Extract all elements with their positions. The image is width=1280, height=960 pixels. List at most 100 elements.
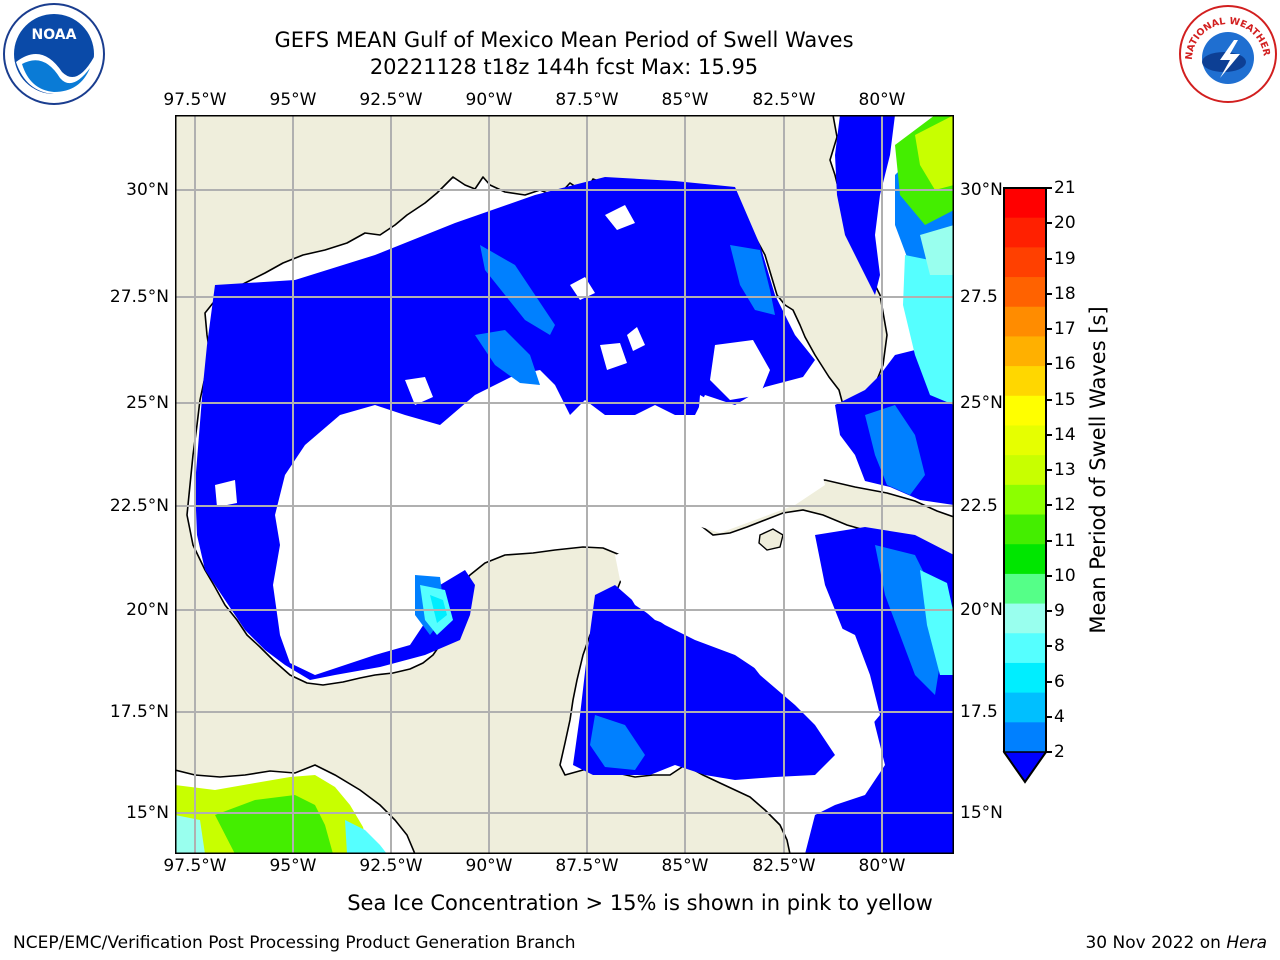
colorbar-band (1004, 544, 1046, 575)
lat-tick-left: 27.5°N (109, 287, 169, 307)
map-frame (175, 115, 954, 854)
lat-tick-left: 30°N (126, 180, 169, 200)
colorbar-tick-label: 12 (1054, 495, 1076, 516)
colorbar-tick-mark (1046, 222, 1052, 225)
colorbar-tick-mark (1046, 645, 1052, 648)
colorbar-band (1004, 217, 1046, 248)
colorbar-band (1004, 395, 1046, 426)
colorbar-tick-label: 19 (1054, 248, 1076, 269)
lon-tick-bottom: 90°W (465, 856, 513, 876)
lon-tick-bottom: 97.5°W (163, 856, 227, 876)
colorbar-tick-mark (1046, 328, 1052, 330)
colorbar-tick-label: 11 (1054, 530, 1076, 551)
colorbar-band (1004, 603, 1046, 634)
lon-tick-bottom: 85°W (661, 856, 709, 876)
colorbar-band (1004, 306, 1046, 337)
colorbar-band (1004, 188, 1046, 219)
land-isle-of-youth (758, 528, 784, 551)
colorbar-band (1004, 633, 1046, 664)
lon-tick-top: 97.5°W (163, 90, 227, 110)
lat-tick-right: 15°N (960, 803, 1003, 823)
colorbar-band (1004, 484, 1046, 516)
map-gridlines (175, 115, 954, 854)
colorbar-tick-label: 20 (1054, 213, 1076, 234)
colorbar-tick-label: 15 (1054, 389, 1076, 410)
colorbar-tick-mark (1046, 680, 1052, 683)
colorbar-band (1004, 573, 1046, 605)
colorbar-band (1004, 455, 1046, 486)
footer-date: 30 Nov 2022 on Hera (1085, 933, 1267, 953)
colorbar-tick-label: 16 (1054, 354, 1076, 375)
nws-logo: NATIONAL WEATHER SERVICE (1172, 0, 1280, 106)
colorbar-tick-label: 18 (1054, 283, 1076, 304)
lon-tick-top: 92.5°W (359, 90, 423, 110)
swell-gaps (215, 205, 880, 745)
colorbar-tick-label: 8 (1054, 636, 1065, 657)
colorbar-band (1004, 277, 1046, 308)
colorbar-tick-label: 6 (1054, 671, 1065, 692)
colorbar-tick-mark (1046, 187, 1052, 189)
colorbar-tick-mark (1046, 610, 1052, 612)
colorbar-frame (1003, 187, 1047, 784)
colorbar-tick-mark (1046, 363, 1052, 366)
lat-tick-left: 22.5°N (109, 496, 169, 516)
lon-tick-top: 95°W (269, 90, 317, 110)
lat-tick-right: 17.5 (960, 702, 998, 722)
lat-tick-left: 15°N (126, 803, 169, 823)
colorbar-tick-mark (1046, 574, 1052, 577)
lat-tick-right: 20°N (960, 600, 1003, 620)
lat-tick-right: 25°N (960, 393, 1003, 413)
colorbar-extend-arrow (1002, 751, 1048, 784)
colorbar-tick-label: 4 (1054, 706, 1065, 727)
colorbar-tick-label: 2 (1054, 742, 1065, 762)
lat-tick-right: 22.5 (960, 496, 998, 516)
footer-branch: NCEP/EMC/Verification Post Processing Pr… (13, 933, 576, 953)
map-subtitle: 20221128 t18z 144h fcst Max: 15.95 (369, 55, 759, 79)
noaa-logo-text: NOAA (32, 27, 77, 43)
lon-tick-top: 85°W (661, 90, 709, 110)
lat-tick-left: 17.5°N (109, 702, 169, 722)
lon-tick-bottom: 82.5°W (752, 856, 816, 876)
colorbar-tick-mark (1046, 292, 1052, 295)
colorbar (1000, 185, 1050, 785)
colorbar-tick-label: 13 (1054, 460, 1076, 480)
lon-tick-bottom: 92.5°W (359, 856, 423, 876)
colorbar-band (1004, 336, 1046, 367)
colorbar-band (1004, 722, 1046, 753)
lon-tick-bottom: 87.5°W (555, 856, 619, 876)
colorbar-tick-label: 17 (1054, 319, 1076, 339)
sea-ice-note: Sea Ice Concentration > 15% is shown in … (0, 891, 1280, 915)
colorbar-tick-label: 14 (1054, 424, 1076, 445)
map-title: GEFS MEAN Gulf of Mexico Mean Period of … (274, 28, 854, 52)
footer-date-text: 30 Nov 2022 on (1085, 933, 1227, 953)
lon-tick-bottom: 80°W (858, 856, 906, 876)
colorbar-tick-mark (1046, 469, 1052, 471)
lon-tick-top: 80°W (858, 90, 906, 110)
lon-tick-top: 90°W (465, 90, 513, 110)
lon-tick-bottom: 95°W (269, 856, 317, 876)
colorbar-tick-mark (1046, 539, 1052, 542)
lon-tick-top: 82.5°W (752, 90, 816, 110)
lat-tick-right: 30°N (960, 180, 1003, 200)
colorbar-tick-label: 21 (1054, 178, 1076, 198)
colorbar-label: Mean Period of Swell Waves [s] (1086, 306, 1110, 634)
colorbar-tick-mark (1046, 504, 1052, 507)
lat-tick-right: 27.5 (960, 287, 998, 307)
colorbar-band (1004, 514, 1046, 545)
colorbar-tick-mark (1046, 257, 1052, 260)
colorbar-band (1004, 366, 1046, 397)
colorbar-band (1004, 692, 1046, 723)
colorbar-band (1004, 662, 1046, 694)
lat-tick-left: 20°N (126, 600, 169, 620)
colorbar-band (1004, 425, 1046, 456)
colorbar-tick-mark (1046, 715, 1052, 718)
lat-tick-left: 25°N (126, 393, 169, 413)
colorbar-tick-mark (1046, 433, 1052, 436)
colorbar-tick-label: 10 (1054, 565, 1076, 586)
lon-tick-top: 87.5°W (555, 90, 619, 110)
noaa-logo: NOAA (2, 2, 106, 106)
map-panel (174, 114, 955, 855)
colorbar-tick-label: 9 (1054, 601, 1065, 621)
sea-ice-note-text: Sea Ice Concentration > 15% is shown in … (347, 891, 933, 915)
colorbar-tick-mark (1046, 751, 1052, 753)
